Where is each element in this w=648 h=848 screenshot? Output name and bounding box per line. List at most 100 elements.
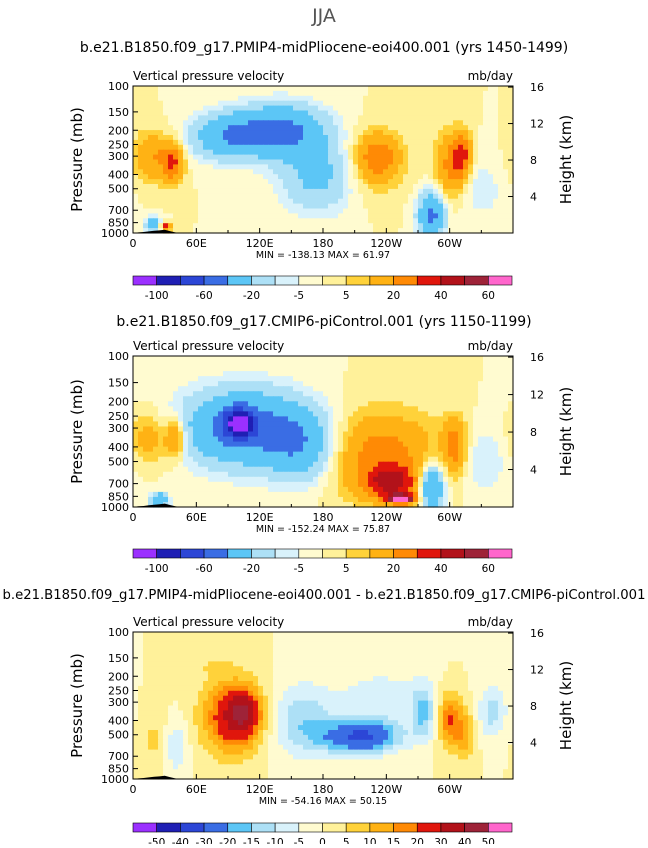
- contour-cell: [213, 477, 219, 483]
- contour-cell: [178, 647, 184, 653]
- contour-cell: [448, 437, 454, 443]
- contour-cell: [228, 467, 234, 473]
- contour-cell: [238, 101, 244, 107]
- contour-cell: [198, 452, 204, 458]
- contour-cell: [348, 421, 354, 427]
- contour-cell: [173, 426, 179, 432]
- contour-cell: [458, 160, 464, 166]
- contour-cell: [453, 174, 459, 180]
- contour-cell: [378, 432, 384, 438]
- contour-cell: [338, 477, 344, 483]
- contour-cell: [243, 184, 249, 190]
- y-tick-label: 500: [108, 456, 129, 469]
- contour-cell: [413, 150, 419, 156]
- contour-cell: [308, 106, 314, 112]
- contour-cell: [488, 140, 494, 146]
- contour-cell: [383, 130, 389, 136]
- contour-cell: [333, 164, 339, 170]
- contour-cell: [373, 96, 379, 102]
- contour-cell: [328, 135, 334, 141]
- contour-cell: [443, 204, 449, 210]
- contour-cell: [173, 381, 179, 387]
- contour-cell: [173, 487, 179, 493]
- contour-cell: [333, 86, 339, 92]
- contour-cell: [153, 477, 159, 483]
- contour-cell: [233, 179, 239, 185]
- contour-cell: [348, 101, 354, 107]
- contour-cell: [158, 642, 164, 648]
- contour-cell: [483, 421, 489, 427]
- contour-cell: [133, 361, 139, 367]
- contour-cell: [163, 174, 169, 180]
- contour-cell: [333, 391, 339, 397]
- contour-cell: [273, 376, 279, 382]
- contour-cell: [173, 386, 179, 392]
- contour-cell: [193, 130, 199, 136]
- contour-cell: [488, 637, 494, 643]
- contour-cell: [223, 442, 229, 448]
- contour-cell: [348, 164, 354, 170]
- contour-cell: [223, 218, 229, 224]
- contour-cell: [193, 204, 199, 210]
- contour-cell: [473, 457, 479, 463]
- height-tick-label: 12: [530, 389, 544, 402]
- contour-cell: [283, 442, 289, 448]
- contour-cell: [413, 91, 419, 97]
- contour-cell: [443, 86, 449, 92]
- contour-cell: [293, 447, 299, 453]
- contour-cell: [293, 179, 299, 185]
- contour-cell: [233, 194, 239, 200]
- contour-cell: [228, 223, 234, 229]
- contour-cell: [188, 125, 194, 131]
- contour-cell: [258, 361, 264, 367]
- contour-cell: [393, 371, 399, 377]
- contour-cell: [463, 115, 469, 121]
- contour-cell: [503, 376, 509, 382]
- contour-cell: [163, 184, 169, 190]
- contour-cell: [248, 492, 254, 498]
- contour-cell: [318, 421, 324, 427]
- contour-cell: [228, 396, 234, 402]
- contour-cell: [348, 381, 354, 387]
- contour-cell: [223, 140, 229, 146]
- contour-cell: [373, 462, 379, 468]
- contour-cell: [363, 366, 369, 372]
- contour-cell: [488, 426, 494, 432]
- contour-cell: [428, 189, 434, 195]
- contour-cell: [368, 406, 374, 412]
- contour-cell: [443, 467, 449, 473]
- contour-cell: [178, 401, 184, 407]
- contour-cell: [308, 366, 314, 372]
- contour-cell: [238, 647, 244, 653]
- contour-cell: [383, 371, 389, 377]
- contour-cell: [478, 86, 484, 92]
- contour-cell: [268, 155, 274, 161]
- contour-cell: [368, 169, 374, 175]
- contour-cell: [303, 401, 309, 407]
- contour-cell: [323, 155, 329, 161]
- contour-cell: [338, 106, 344, 112]
- contour-cell: [338, 376, 344, 382]
- contour-cell: [398, 497, 404, 503]
- contour-cell: [388, 174, 394, 180]
- contour-cell: [373, 632, 379, 638]
- contour-cell: [393, 442, 399, 448]
- contour-cell: [343, 86, 349, 92]
- contour-cell: [433, 155, 439, 161]
- contour-cell: [408, 135, 414, 141]
- contour-cell: [298, 223, 304, 229]
- contour-cell: [488, 386, 494, 392]
- contour-cell: [403, 125, 409, 131]
- contour-cell: [333, 457, 339, 463]
- contour-cell: [188, 492, 194, 498]
- contour-cell: [183, 106, 189, 112]
- contour-cell: [278, 160, 284, 166]
- contour-cell: [423, 150, 429, 156]
- contour-cell: [188, 442, 194, 448]
- contour-cell: [228, 406, 234, 412]
- contour-cell: [188, 487, 194, 493]
- contour-cell: [168, 184, 174, 190]
- contour-cell: [168, 477, 174, 483]
- contour-cell: [343, 442, 349, 448]
